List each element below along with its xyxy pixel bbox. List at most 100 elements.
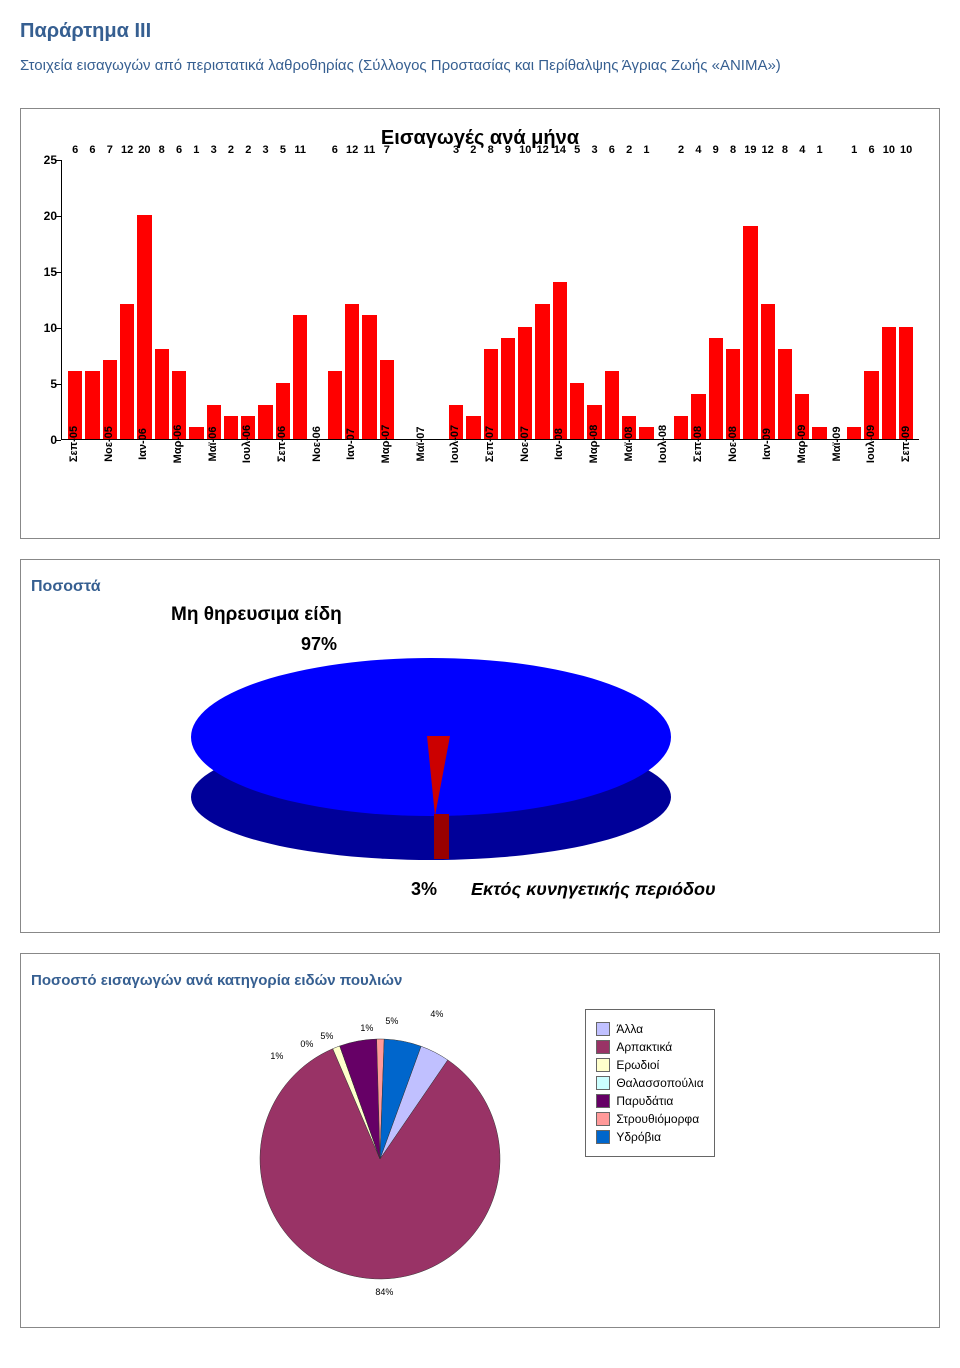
bar-column: 11 bbox=[362, 160, 376, 439]
legend-item: Αρπακτικά bbox=[596, 1040, 703, 1054]
bar-value-label: 8 bbox=[159, 144, 165, 347]
bar-value-label: 6 bbox=[609, 144, 615, 370]
x-axis-label: Μαϊ-08 bbox=[623, 426, 635, 461]
bar-chart-title: Εισαγωγές ανά μήνα bbox=[31, 127, 929, 150]
legend-label: Υδρόβια bbox=[616, 1130, 661, 1144]
bar-column: 4 bbox=[691, 160, 705, 439]
x-axis-label: Μαρ-06 bbox=[172, 424, 184, 463]
bar-value-label: 3 bbox=[591, 144, 597, 403]
bar bbox=[224, 416, 238, 438]
bar-column: 3 bbox=[449, 160, 463, 439]
bar-column: 10 bbox=[882, 160, 896, 439]
bar-column: 10 bbox=[518, 160, 532, 439]
bar-value-label: 2 bbox=[470, 144, 476, 415]
x-axis-label: Μαϊ-07 bbox=[415, 426, 427, 461]
bar-column: 6 bbox=[328, 160, 342, 439]
bar bbox=[812, 427, 826, 438]
bar bbox=[899, 327, 913, 439]
bar-column: 1 bbox=[189, 160, 203, 439]
bar bbox=[570, 383, 584, 439]
bar bbox=[709, 338, 723, 439]
bar bbox=[553, 282, 567, 439]
bar bbox=[674, 416, 688, 438]
bar-column: 2 bbox=[674, 160, 688, 439]
legend-label: Παρυδάτια bbox=[616, 1094, 673, 1108]
bar-column: 6 bbox=[864, 160, 878, 439]
legend-swatch bbox=[596, 1022, 610, 1036]
bar-value-label: 6 bbox=[89, 144, 95, 370]
x-axis-label: Σεπ-06 bbox=[276, 425, 288, 461]
bar bbox=[120, 304, 134, 438]
x-axis-label: Μαρ-09 bbox=[796, 424, 808, 463]
bar-column: 3 bbox=[207, 160, 221, 439]
bar bbox=[501, 338, 515, 439]
bar-column: 6 bbox=[85, 160, 99, 439]
pie-pct-label: 1% bbox=[270, 1051, 283, 1061]
x-axis-label: Νοε-06 bbox=[311, 426, 323, 462]
legend-item: Υδρόβια bbox=[596, 1130, 703, 1144]
bar-value-label: 3 bbox=[453, 144, 459, 403]
legend-item: Θαλασσοπούλια bbox=[596, 1076, 703, 1090]
bar-column: 6 bbox=[605, 160, 619, 439]
pie-pct-label: 4% bbox=[430, 1009, 443, 1019]
bar-value-label: 8 bbox=[782, 144, 788, 347]
pie-slice2-pct: 3% bbox=[411, 879, 437, 900]
bar-value-label: 2 bbox=[678, 144, 684, 415]
bar-column bbox=[657, 160, 671, 439]
bar-column bbox=[397, 160, 411, 439]
bar-value-label: 6 bbox=[332, 144, 338, 370]
pie-pct-label: 0% bbox=[300, 1039, 313, 1049]
bar-column: 11 bbox=[293, 160, 307, 439]
bar-value-label: 1 bbox=[851, 144, 857, 426]
x-axis-label: Μαϊ-06 bbox=[207, 426, 219, 461]
bar-column: 4 bbox=[795, 160, 809, 439]
bar-value-label: 6 bbox=[72, 144, 78, 370]
bar bbox=[293, 315, 307, 438]
bar-value-label: 10 bbox=[900, 144, 912, 325]
x-axis-label: Μαϊ-09 bbox=[831, 426, 843, 461]
legend-swatch bbox=[596, 1130, 610, 1144]
legend-item: Παρυδάτια bbox=[596, 1094, 703, 1108]
cat-pie-chart: 4%5%1%5%0%1%84% bbox=[245, 1009, 515, 1309]
bar bbox=[137, 215, 151, 439]
bar-column: 12 bbox=[120, 160, 134, 439]
x-axis-label: Ιαν-08 bbox=[553, 428, 565, 460]
bar bbox=[743, 226, 757, 439]
bar-value-label: 1 bbox=[643, 144, 649, 426]
bar-value-label: 1 bbox=[193, 144, 199, 426]
bar-chart: 0510152025 66712208613223511612117328910… bbox=[61, 160, 919, 520]
x-axis-label: Σεπ-05 bbox=[68, 425, 80, 461]
panel-pie: Ποσοστά Μη θηρευσιμα είδη 97% 3% Εκτός κ… bbox=[20, 559, 940, 933]
x-axis-label: Σεπ-07 bbox=[484, 425, 496, 461]
bar-value-label: 3 bbox=[211, 144, 217, 403]
pie-slice1-pct: 97% bbox=[301, 634, 337, 655]
x-axis-label: Ιουλ-07 bbox=[449, 424, 461, 462]
legend-item: Στρουθιόμορφα bbox=[596, 1112, 703, 1126]
legend-swatch bbox=[596, 1040, 610, 1054]
bar bbox=[466, 416, 480, 438]
bar bbox=[155, 349, 169, 439]
bar-value-label: 12 bbox=[346, 144, 358, 303]
bar bbox=[847, 427, 861, 438]
bar-value-label: 12 bbox=[536, 144, 548, 303]
bar-column: 5 bbox=[276, 160, 290, 439]
bar-column: 1 bbox=[639, 160, 653, 439]
x-axis-label: Μαρ-07 bbox=[380, 424, 392, 463]
bar-value-label: 12 bbox=[762, 144, 774, 303]
bar-column: 5 bbox=[570, 160, 584, 439]
bar-value-label: 6 bbox=[868, 144, 874, 370]
bar-value-label: 8 bbox=[488, 144, 494, 347]
bar-column bbox=[830, 160, 844, 439]
legend-swatch bbox=[596, 1076, 610, 1090]
legend-label: Ερωδιοί bbox=[616, 1058, 659, 1072]
cat-pie-title: Ποσοστό εισαγωγών ανά κατηγορία ειδών πο… bbox=[31, 972, 929, 989]
bar bbox=[605, 371, 619, 438]
bar-column: 12 bbox=[535, 160, 549, 439]
bar-column: 7 bbox=[380, 160, 394, 439]
bar-column: 8 bbox=[155, 160, 169, 439]
pie-3d-chart: Μη θηρευσιμα είδη 97% 3% Εκτός κυνηγετικ… bbox=[31, 604, 929, 914]
pie-section-title: Ποσοστά bbox=[31, 578, 929, 596]
bar bbox=[362, 315, 376, 438]
pie-slice2-label: Εκτός κυνηγετικής περιόδου bbox=[471, 879, 716, 900]
bar-column: 2 bbox=[466, 160, 480, 439]
